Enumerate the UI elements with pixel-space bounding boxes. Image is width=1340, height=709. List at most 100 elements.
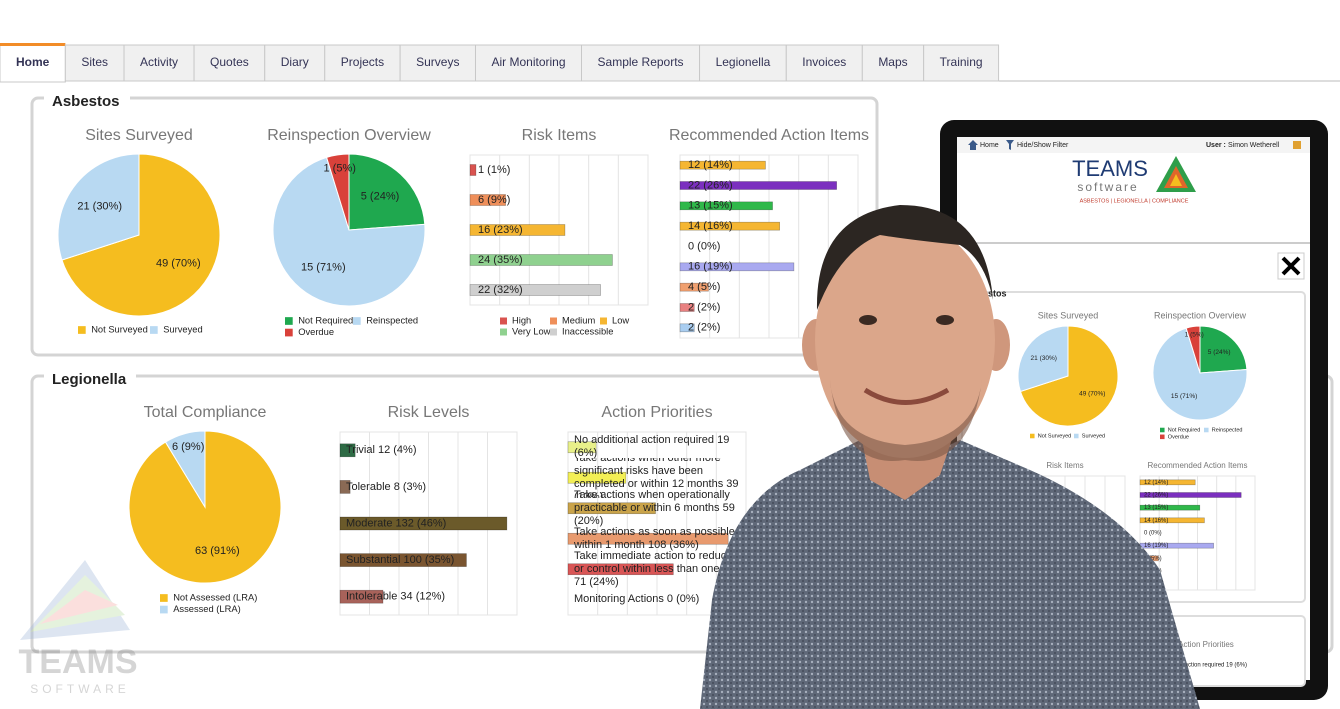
pie-slice [272,156,426,307]
active-tab-marker [0,43,66,46]
legend-swatch [160,594,168,602]
home-icon [968,140,978,150]
bar [567,532,729,545]
slice-label: 5 (24%) [1208,349,1231,356]
chart-title: Risk Levels [388,404,470,421]
pie-slice [348,153,426,231]
panel-title: Legionella [52,371,127,388]
bar-label: 22 (26%) [688,179,733,191]
bar [567,471,627,484]
tab-label[interactable]: Maps [878,55,907,69]
pie-slice [1199,325,1248,374]
legend-label: Not Surveyed [1038,433,1071,439]
bar [339,516,508,531]
bar-label: 14 (16%) [688,220,733,232]
dashboard: Sites Surveyed 49 (70%) 21 (30%) Not Survey… [57,127,869,616]
shirt [700,440,1200,709]
bar [679,201,773,211]
legend-swatch [600,317,607,325]
bar [679,303,695,312]
legend-label: Low [612,315,629,325]
tablet-logo-tagline: ASBESTOS | LEGIONELLA | COMPLIANCE [1080,198,1189,204]
bar [1139,504,1201,511]
legend-label: Very Low [512,326,551,336]
slice-label: 49 (70%) [156,257,201,269]
chart-title: Reinspection Overview [1154,310,1247,320]
tab[interactable] [861,44,925,82]
bar-label: 13 (15%) [1144,505,1168,511]
legend-swatch [1030,433,1035,439]
legend-swatch [500,317,507,325]
bar-label: 0 (0%) [1144,531,1162,537]
bar-label: 12 (14%) [688,159,733,171]
tab-label[interactable]: Home [16,55,50,69]
legend-swatch [1160,427,1165,433]
tab[interactable] [123,44,195,82]
tab-label[interactable]: Sites [81,55,108,69]
tab-label[interactable]: Surveys [416,55,459,69]
bar-label: 1 (1%) [478,164,510,176]
panel-title: Asbestos [52,93,120,110]
tab-label[interactable]: Sample Reports [598,55,684,69]
tab[interactable] [474,44,583,82]
legend-label: Not Required [1168,427,1201,433]
tab-label[interactable]: Invoices [802,55,846,69]
legend-label: Not Surveyed [91,324,148,334]
tab-label[interactable]: Diary [281,55,309,69]
tab[interactable] [923,44,1000,82]
legend-swatch [353,317,361,325]
tab-label[interactable]: Legionella [716,55,771,69]
tab-label[interactable]: Air Monitoring [491,55,565,69]
bar-label: 2 (2%) [688,301,720,313]
bar [567,502,656,515]
tablet-logo-sub: software [1077,180,1138,194]
filter-icon [1006,140,1014,150]
tab-label[interactable]: Quotes [210,55,249,69]
tab-label[interactable]: Projects [341,55,384,69]
watermark: TEAMS SOFTWARE [19,560,138,696]
bar [1139,517,1205,524]
tab[interactable] [699,44,787,82]
chart-title: Action Priorities [601,404,712,421]
tab-label[interactable]: Training [940,55,983,69]
close-icon[interactable] [1281,256,1301,276]
bar [679,181,837,190]
legend-label: Reinspected [366,315,418,325]
tab[interactable] [324,44,401,82]
bar-label: 14 (16%) [1144,518,1168,524]
legend-swatch [285,328,293,337]
bar-label-box: Take actions when other more significant… [574,457,739,498]
tablet-nav-filter[interactable]: Hide/Show Filter [1017,142,1069,149]
bar-label-box: Monitoring Actions 0 (0%) [574,593,699,605]
tablet-logo-name: TEAMS [1072,156,1148,181]
chart-title: Reinspection Overview [267,127,431,144]
bar-label: Take immediate action to reduce risk or … [574,549,754,588]
legend-swatch [1204,427,1209,433]
bar [1139,492,1242,498]
bar-label: 4 (5%) [688,281,720,293]
bar-label: Take actions when other more significant… [574,457,739,498]
bar-label-box: Take immediate action to reduce risk or … [574,549,754,588]
person-photo [700,205,1200,709]
tablet-nav-home[interactable]: Home [980,142,999,149]
tablet-chart-title: Action Priorities [1178,640,1234,649]
bar [679,323,695,333]
bar [679,221,780,231]
bar-label: Substantial 100 (35%) [346,554,454,566]
eye [936,315,954,325]
bar-label-box: Take actions when operationally practica… [574,489,735,527]
pie-slice [128,430,282,584]
tab-label[interactable]: Activity [140,55,178,69]
bar-label: 16 (23%) [478,224,523,236]
legend-label: Overdue [1168,434,1189,440]
tab[interactable] [64,44,125,82]
bar-label: Intolerable 34 (12%) [346,591,445,603]
slice-label: 15 (71%) [1171,393,1197,400]
slice-label: 5 (24%) [361,190,400,202]
legend-label: Surveyed [163,324,202,334]
chart-title: Risk Items [522,127,597,144]
tab[interactable] [193,44,266,82]
lock-icon [1293,141,1301,149]
pie-slice [1185,325,1201,374]
